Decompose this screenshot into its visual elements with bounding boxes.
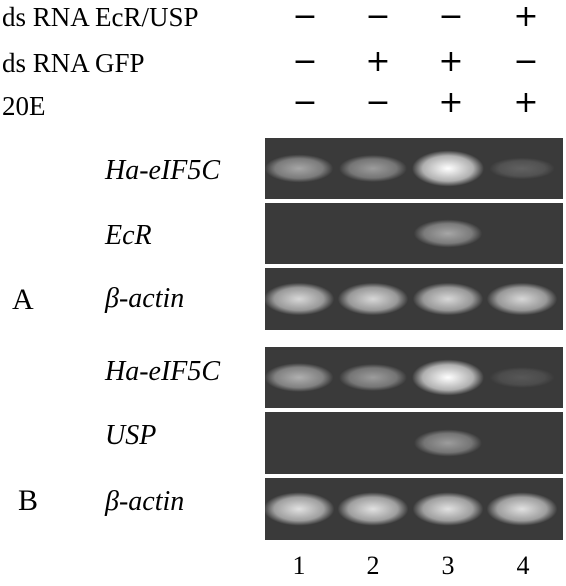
gel-image bbox=[265, 138, 563, 199]
gel-band bbox=[489, 367, 555, 388]
lane-number: 2 bbox=[366, 551, 380, 580]
gel-band bbox=[486, 492, 558, 526]
gel-strip bbox=[265, 203, 563, 264]
gel-strip bbox=[265, 138, 563, 199]
gel-band bbox=[339, 364, 407, 391]
treatment-sign: − bbox=[292, 44, 318, 79]
gel-band bbox=[412, 282, 484, 316]
gel-band bbox=[265, 492, 335, 526]
treatment-sign: + bbox=[365, 44, 391, 79]
gene-label: EcR bbox=[105, 220, 152, 251]
lane-number: 1 bbox=[292, 551, 306, 580]
treatment-label: 20E bbox=[2, 91, 46, 121]
gel-image bbox=[265, 203, 563, 264]
gene-label: Ha-eIF5C bbox=[105, 155, 221, 186]
gel-band bbox=[265, 154, 334, 183]
treatment-sign: + bbox=[438, 85, 464, 120]
gel-band bbox=[489, 157, 555, 180]
gel-image bbox=[265, 268, 563, 330]
gel-band bbox=[339, 155, 407, 182]
panel-letter: A bbox=[12, 283, 34, 316]
treatment-sign: − bbox=[292, 0, 318, 34]
gene-label: USP bbox=[105, 420, 157, 451]
treatment-sign: − bbox=[365, 85, 391, 120]
treatment-sign: + bbox=[513, 0, 539, 34]
treatment-sign: − bbox=[513, 44, 539, 79]
treatment-sign: + bbox=[438, 44, 464, 79]
gel-band bbox=[337, 492, 409, 526]
treatment-sign: + bbox=[513, 85, 539, 120]
treatment-sign: − bbox=[292, 85, 318, 120]
gel-image bbox=[265, 478, 563, 540]
gel-strip bbox=[265, 478, 563, 540]
gel-strip bbox=[265, 268, 563, 330]
gene-label: β-actin bbox=[105, 283, 185, 314]
treatment-label: ds RNA EcR/USP bbox=[2, 2, 199, 32]
gel-band bbox=[486, 282, 558, 316]
gel-band bbox=[265, 282, 335, 316]
gene-label: β-actin bbox=[105, 486, 185, 517]
gel-band bbox=[414, 429, 482, 457]
gel-strip bbox=[265, 347, 563, 408]
gene-label: Ha-eIF5C bbox=[105, 356, 221, 387]
treatment-label: ds RNA GFP bbox=[2, 48, 145, 78]
gel-band bbox=[413, 219, 483, 248]
panel-letter: B bbox=[18, 484, 39, 517]
lane-number: 3 bbox=[441, 551, 455, 580]
gel-strip bbox=[265, 412, 563, 474]
gel-image bbox=[265, 347, 563, 408]
gel-band bbox=[265, 363, 334, 392]
treatment-sign: − bbox=[438, 0, 464, 34]
gel-band bbox=[412, 150, 484, 187]
gel-band bbox=[337, 282, 409, 316]
treatment-sign: − bbox=[365, 0, 391, 34]
gel-band bbox=[412, 359, 484, 396]
lane-number: 4 bbox=[516, 551, 530, 580]
gel-band bbox=[412, 492, 484, 526]
gel-image bbox=[265, 412, 563, 474]
